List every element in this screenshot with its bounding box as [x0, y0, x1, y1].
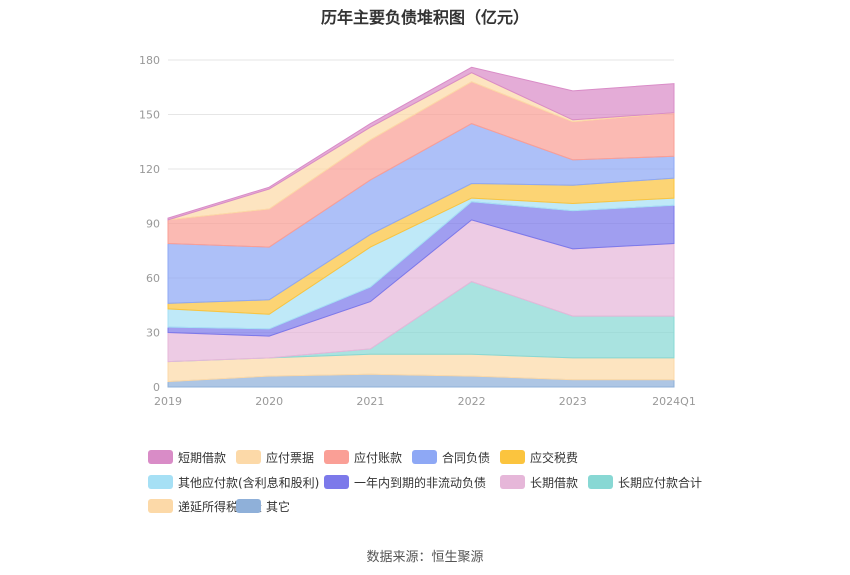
legend-item[interactable]: 短期借款 [148, 449, 226, 465]
y-tick-label: 150 [139, 109, 160, 122]
area-chart: 0 30 60 90 120 150 180 2019 2020 2021 2022 2023 2024… [139, 54, 696, 408]
x-tick-label: 2023 [559, 395, 587, 408]
y-tick-label: 30 [146, 327, 160, 340]
legend-label: 一年内到期的非流动负债 [354, 475, 487, 490]
legend-label: 短期借款 [178, 450, 227, 465]
x-tick-label: 2019 [154, 395, 182, 408]
data-source: 数据来源：恒生聚源 [366, 550, 484, 565]
area-series[interactable] [167, 66, 675, 221]
x-tick-label: 2022 [458, 395, 486, 408]
legend-item[interactable]: 长期应付款合计 [588, 474, 702, 490]
y-tick-label: 120 [139, 163, 160, 176]
legend-swatch [412, 450, 437, 464]
x-tick-label: 2024Q1 [652, 395, 696, 408]
y-tick-label: 0 [153, 381, 160, 394]
legend-item[interactable]: 其它 [236, 498, 290, 514]
legend-swatch [148, 499, 173, 513]
legend-swatch [500, 450, 525, 464]
legend-swatch [236, 450, 261, 464]
legend-item[interactable]: 合同负债 [412, 449, 490, 465]
legend-label: 应交税费 [530, 450, 579, 465]
legend-item[interactable]: 一年内到期的非流动负债 [324, 474, 486, 490]
legend-label: 其他应付款(含利息和股利) [178, 475, 320, 490]
legend-label: 其它 [266, 499, 291, 514]
legend-label: 应付账款 [354, 450, 403, 465]
legend-swatch [324, 450, 349, 464]
x-tick-label: 2021 [356, 395, 384, 408]
legend-item[interactable]: 应付账款 [324, 449, 402, 465]
legend-swatch [148, 475, 173, 489]
legend-label: 合同负债 [442, 450, 491, 465]
y-tick-label: 60 [146, 272, 160, 285]
chart-title: 历年主要负债堆积图（亿元） [320, 8, 529, 27]
legend-label: 应付票据 [266, 450, 315, 465]
legend-item[interactable]: 应付票据 [236, 449, 314, 465]
legend-swatch [324, 475, 349, 489]
legend-item[interactable]: 长期借款 [500, 474, 578, 490]
x-tick-label: 2020 [255, 395, 283, 408]
legend-item[interactable]: 应交税费 [500, 449, 578, 465]
legend-item[interactable]: 其他应付款(含利息和股利) [148, 474, 319, 490]
legend-swatch [588, 475, 613, 489]
legend-swatch [148, 450, 173, 464]
y-tick-label: 90 [146, 218, 160, 231]
legend-swatch [236, 499, 261, 513]
legend-label: 长期应付款合计 [618, 475, 703, 490]
y-tick-label: 180 [139, 54, 160, 67]
legend-swatch [500, 475, 525, 489]
legend-label: 长期借款 [530, 475, 579, 490]
